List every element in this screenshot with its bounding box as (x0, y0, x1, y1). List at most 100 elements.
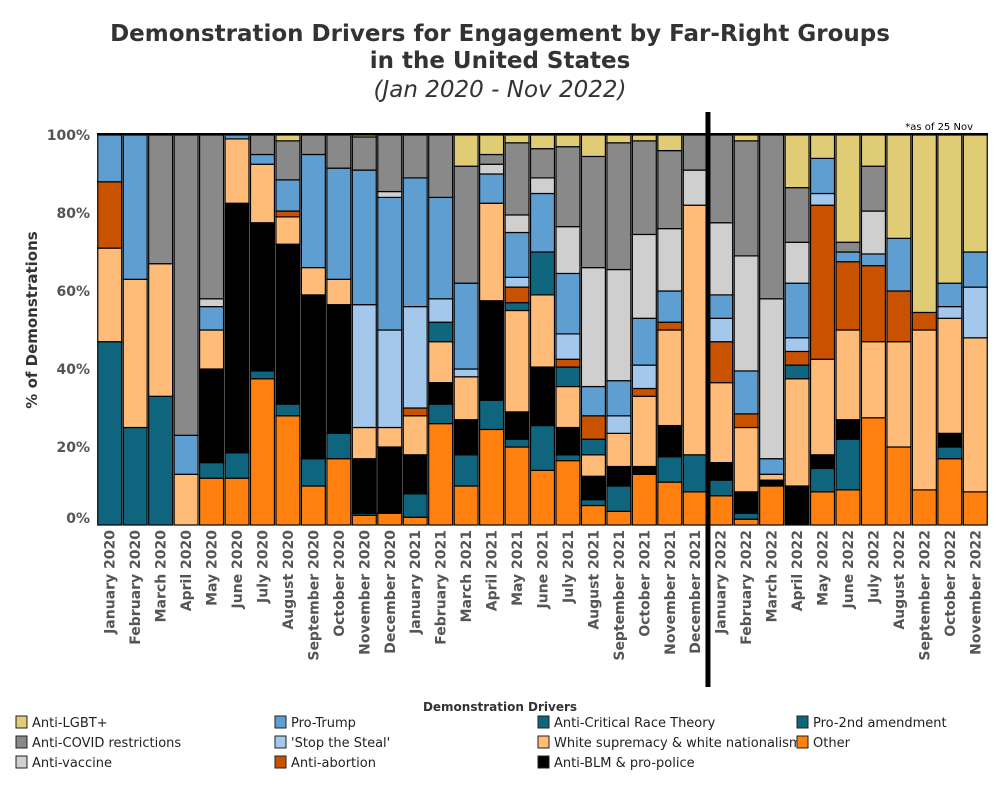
bar-segment-crt (529, 251, 556, 296)
bar-segment-trump (198, 306, 225, 331)
bar-segment-p2a (504, 438, 530, 448)
bar-segment-other (911, 489, 937, 526)
bar-segment-trump (377, 196, 403, 331)
legend-item-covid: Anti-COVID restrictions (15, 735, 181, 751)
bar-segment-vaccine (682, 169, 708, 206)
bar-segment-trump (631, 317, 657, 366)
x-tick-label: February 2022 (739, 530, 755, 645)
bar-segment-sts (351, 304, 377, 429)
bar-segment-blm (733, 491, 759, 514)
bar-segment-lgbt (937, 134, 963, 284)
bar-group (911, 134, 937, 526)
bar-segment-trump (479, 173, 505, 204)
legend-item-vaccine: Anti-vaccine (15, 755, 112, 771)
bar-segment-lgbt (631, 134, 657, 142)
legend-item-trump: Pro-Trump (274, 715, 356, 731)
bar-segment-covid (402, 134, 428, 179)
bar-segment-crt (555, 366, 581, 388)
bar-segment-sts (708, 317, 734, 343)
bar-segment-trump (835, 251, 861, 263)
bar-group (962, 134, 988, 526)
bar-segment-vaccine (198, 298, 225, 308)
bar-segment-vaccine (759, 298, 785, 460)
bar-group (402, 134, 428, 526)
bar-segment-trump (580, 385, 606, 417)
bar-segment-ws (657, 329, 683, 427)
bar-segment-p2a (937, 446, 963, 460)
bar-group (529, 134, 556, 526)
bar-segment-ws (886, 341, 912, 448)
bar-segment-p2a (428, 403, 454, 425)
y-tick-label: 60% (56, 284, 90, 300)
bar-segment-ws (937, 317, 963, 434)
bar-segment-ws (377, 426, 403, 448)
bar-segment-other (300, 485, 326, 526)
bar-segment-other (631, 473, 657, 526)
bar-segment-ws (275, 216, 301, 245)
bar-segment-ws (428, 341, 454, 384)
bar-group (835, 134, 861, 526)
bar-segment-p2a (148, 395, 174, 526)
bar-segment-other (402, 516, 428, 526)
bar-segment-ws (504, 309, 530, 413)
bar-group (198, 134, 225, 526)
legend-label: Anti-abortion (291, 756, 376, 771)
legend-label: Anti-vaccine (32, 756, 112, 771)
legend-title: Demonstration Drivers (423, 700, 577, 714)
bar-segment-vaccine (606, 268, 632, 382)
bar-group (122, 134, 148, 526)
x-tick-label: February 2021 (434, 530, 450, 645)
bar-segment-lgbt (886, 134, 912, 239)
bar-segment-abortion (708, 341, 734, 384)
bar-segment-other (809, 491, 836, 526)
legend-item-blm: Anti-BLM & pro-police (537, 755, 695, 771)
bar-group (453, 134, 479, 526)
bar-segment-blm (809, 454, 836, 470)
bar-group (428, 134, 454, 526)
legend-swatch (537, 735, 550, 749)
bar-segment-p2a (606, 485, 632, 512)
x-tick-label: July 2021 (561, 530, 577, 604)
bar-segment-lgbt (453, 134, 479, 167)
bar-group (275, 134, 301, 526)
legend-label: Anti-BLM & pro-police (554, 756, 695, 771)
y-tick-label: 100% (47, 128, 90, 144)
bar-segment-p2a (402, 493, 428, 518)
bar-segment-blm (657, 424, 683, 458)
bar-segment-blm (224, 202, 250, 454)
bar-group (97, 134, 123, 526)
bar-segment-trump (555, 272, 581, 335)
x-tick-label: December 2021 (688, 530, 704, 654)
bar-segment-ws (122, 278, 148, 429)
bar-segment-blm (504, 411, 530, 440)
x-tick-label: October 2020 (332, 530, 348, 637)
bar-segment-ws (580, 454, 606, 477)
bar-segment-trump (708, 294, 734, 319)
bar-segment-vaccine (504, 214, 530, 234)
x-tick-label: November 2022 (968, 530, 984, 655)
legend-item-sts: 'Stop the Steal' (274, 735, 390, 751)
bar-segment-other (886, 446, 912, 526)
bar-group (326, 134, 352, 526)
bar-segment-other (657, 481, 683, 526)
bar-segment-trump (784, 282, 810, 339)
bar-segment-ws (173, 473, 199, 526)
bar-segment-ws (351, 426, 377, 460)
bar-segment-other (759, 485, 785, 526)
x-tick-label: March 2022 (765, 530, 781, 622)
bar-segment-abortion (835, 261, 861, 331)
bar-segment-sts (428, 298, 454, 323)
x-tick-label: May 2022 (816, 530, 832, 606)
bar-segment-blm (300, 294, 326, 460)
bar-segment-lgbt (835, 134, 861, 243)
bar-segment-lgbt (657, 134, 683, 152)
bar-segment-blm (428, 382, 454, 405)
bar-segment-abortion (733, 413, 759, 429)
bar-segment-covid (198, 134, 225, 300)
legend-item-abortion: Anti-abortion (274, 755, 376, 771)
bar-segment-p2a (249, 370, 276, 380)
bar-group (631, 134, 657, 526)
x-tick-label: August 2021 (586, 530, 602, 630)
bar-segment-ws (631, 395, 657, 468)
bar-segment-other (708, 495, 734, 526)
